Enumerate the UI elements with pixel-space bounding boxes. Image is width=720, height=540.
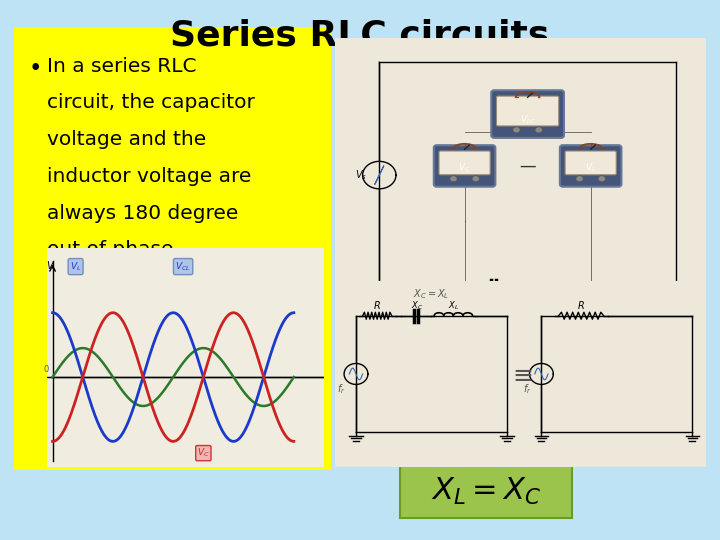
Text: always 180 degree: always 180 degree: [47, 204, 238, 222]
FancyBboxPatch shape: [14, 27, 331, 470]
Text: •: •: [29, 57, 42, 80]
Text: In a series RLC: In a series RLC: [47, 57, 197, 76]
FancyBboxPatch shape: [400, 464, 572, 518]
Text: voltage and the: voltage and the: [47, 130, 206, 149]
Text: circuit, the capacitor: circuit, the capacitor: [47, 93, 255, 112]
Text: Series RLC circuits: Series RLC circuits: [171, 18, 549, 52]
Text: out of phase: out of phase: [47, 240, 174, 259]
Text: inductor voltage are: inductor voltage are: [47, 167, 251, 186]
Text: $X_L = X_C$: $X_L = X_C$: [431, 476, 541, 507]
